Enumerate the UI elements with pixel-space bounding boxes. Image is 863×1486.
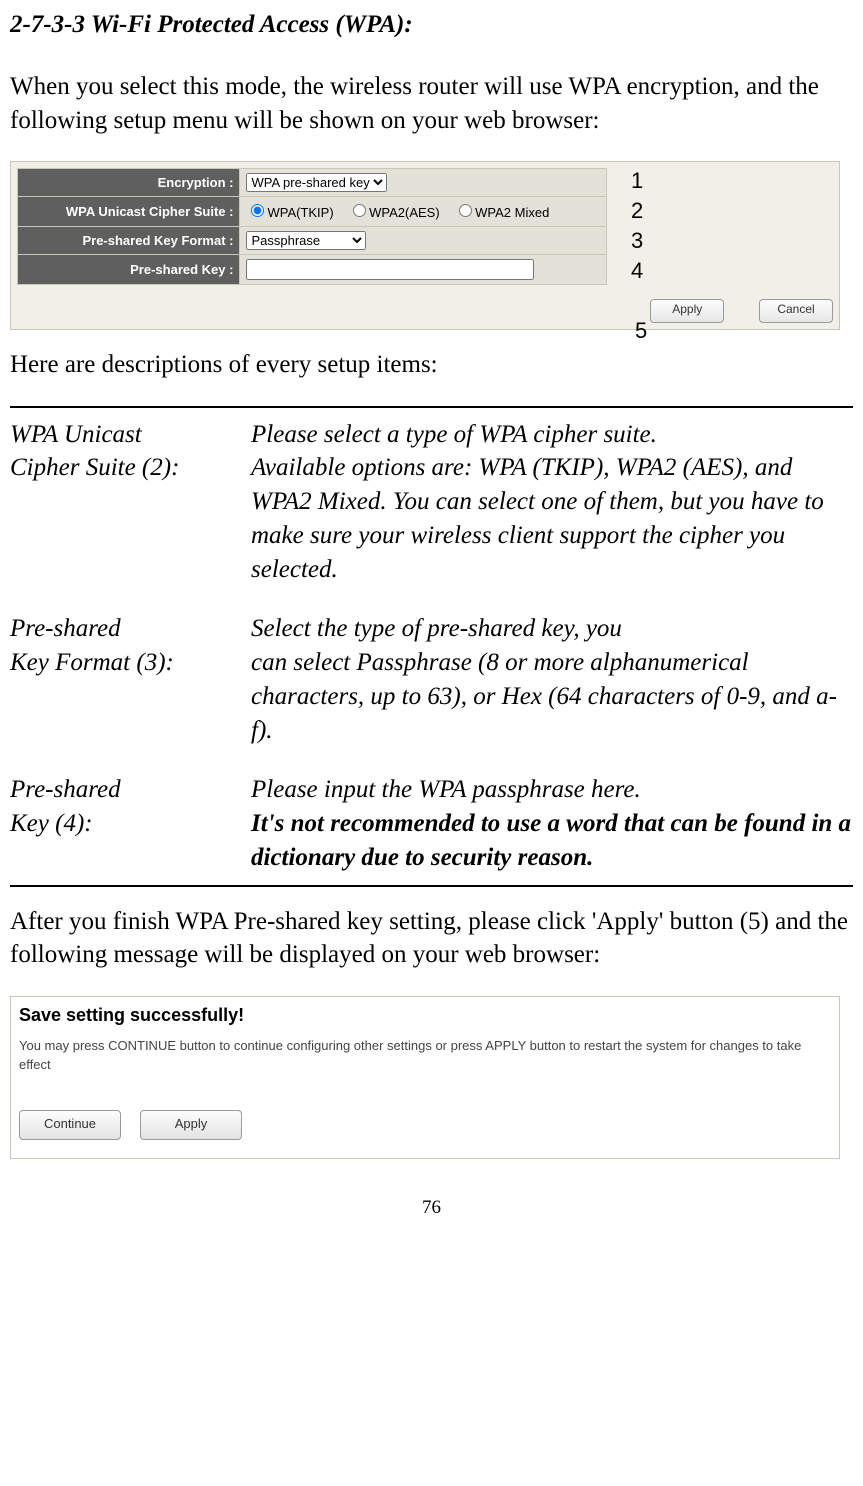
desc-term-line1: Pre-shared [10, 615, 121, 642]
desc-term-psk: Pre-shared Key (4): [10, 773, 251, 841]
apply-button[interactable]: Apply [650, 299, 724, 323]
apply-button-2[interactable]: Apply [140, 1110, 242, 1140]
desc-term-line2: Key Format (3): [10, 649, 174, 676]
section-title: 2-7-3-3 Wi-Fi Protected Access (WPA): [10, 8, 853, 42]
desc-row-psk: Pre-shared Key (4): Please input the WPA… [10, 773, 853, 874]
row-keyfmt: Pre-shared Key Format : Passphrase [18, 226, 607, 254]
annot-5: 5 [635, 316, 647, 346]
divider-bottom [10, 885, 853, 887]
annot-2: 2 [631, 196, 643, 226]
cipher-opt-tkip-label: WPA(TKIP) [267, 205, 333, 220]
row-encryption: Encryption : WPA pre-shared key [18, 169, 607, 197]
desc-def-line2: Available options are: WPA (TKIP), WPA2 … [251, 454, 824, 582]
save-text: You may press CONTINUE button to continu… [19, 1037, 831, 1073]
keyfmt-field: Passphrase [240, 226, 607, 254]
cipher-radio-aes[interactable] [353, 204, 366, 217]
cipher-opt-mixed-label: WPA2 Mixed [475, 205, 549, 220]
desc-row-keyfmt: Pre-shared Key Format (3): Select the ty… [10, 612, 853, 747]
row-psk: Pre-shared Key : [18, 254, 607, 284]
desc-def-keyfmt: Select the type of pre-shared key, you c… [251, 612, 853, 747]
cipher-opt-tkip[interactable]: WPA(TKIP) [246, 205, 333, 220]
cipher-opt-mixed[interactable]: WPA2 Mixed [454, 205, 549, 220]
cipher-field: WPA(TKIP) WPA2(AES) WPA2 Mixed [240, 197, 607, 227]
desc-def-line1: Please input the WPA passphrase here. [251, 776, 641, 803]
encryption-select[interactable]: WPA pre-shared key [246, 173, 387, 192]
desc-term-line2: Key (4): [10, 810, 93, 837]
save-success-panel: Save setting successfully! You may press… [10, 996, 840, 1159]
save-title: Save setting successfully! [19, 1003, 831, 1027]
page-number: 76 [10, 1195, 853, 1221]
divider-top [10, 406, 853, 408]
desc-def-line2: can select Passphrase (8 or more alphanu… [251, 649, 837, 744]
cancel-button[interactable]: Cancel [759, 299, 833, 323]
row-cipher: WPA Unicast Cipher Suite : WPA(TKIP) WPA… [18, 197, 607, 227]
annot-4: 4 [631, 256, 643, 286]
encryption-field: WPA pre-shared key [240, 169, 607, 197]
settings-table: Encryption : WPA pre-shared key WPA Unic… [17, 168, 607, 285]
button-row: Apply Cancel [17, 285, 833, 323]
desc-def-psk: Please input the WPA passphrase here. It… [251, 773, 853, 874]
keyfmt-select[interactable]: Passphrase [246, 231, 366, 250]
cipher-opt-aes-label: WPA2(AES) [369, 205, 440, 220]
router-settings-panel: Encryption : WPA pre-shared key WPA Unic… [10, 161, 840, 330]
desc-def-line1: Please select a type of WPA cipher suite… [251, 421, 657, 448]
cipher-label: WPA Unicast Cipher Suite : [18, 197, 240, 227]
cipher-radio-mixed[interactable] [459, 204, 472, 217]
keyfmt-label: Pre-shared Key Format : [18, 226, 240, 254]
desc-term-line2: Cipher Suite (2): [10, 454, 179, 481]
desc-term-keyfmt: Pre-shared Key Format (3): [10, 612, 251, 680]
psk-input[interactable] [246, 259, 534, 280]
encryption-label: Encryption : [18, 169, 240, 197]
annot-1: 1 [631, 166, 643, 196]
desc-term-line1: WPA Unicast [10, 421, 142, 448]
continue-button[interactable]: Continue [19, 1110, 121, 1140]
desc-term-cipher: WPA Unicast Cipher Suite (2): [10, 418, 251, 486]
after-paragraph: After you finish WPA Pre-shared key sett… [10, 905, 853, 973]
desc-def-line2: It's not recommended to use a word that … [251, 810, 851, 871]
desc-def-line1: Select the type of pre-shared key, you [251, 615, 622, 642]
desc-def-cipher: Please select a type of WPA cipher suite… [251, 418, 853, 587]
desc-row-cipher: WPA Unicast Cipher Suite (2): Please sel… [10, 418, 853, 587]
save-buttons: Continue Apply [19, 1104, 839, 1140]
intro-paragraph: When you select this mode, the wireless … [10, 70, 853, 138]
psk-label: Pre-shared Key : [18, 254, 240, 284]
desc-term-line1: Pre-shared [10, 776, 121, 803]
cipher-radio-tkip[interactable] [251, 204, 264, 217]
cipher-opt-aes[interactable]: WPA2(AES) [348, 205, 440, 220]
psk-field [240, 254, 607, 284]
annot-3: 3 [631, 226, 643, 256]
desc-intro: Here are descriptions of every setup ite… [10, 348, 853, 382]
